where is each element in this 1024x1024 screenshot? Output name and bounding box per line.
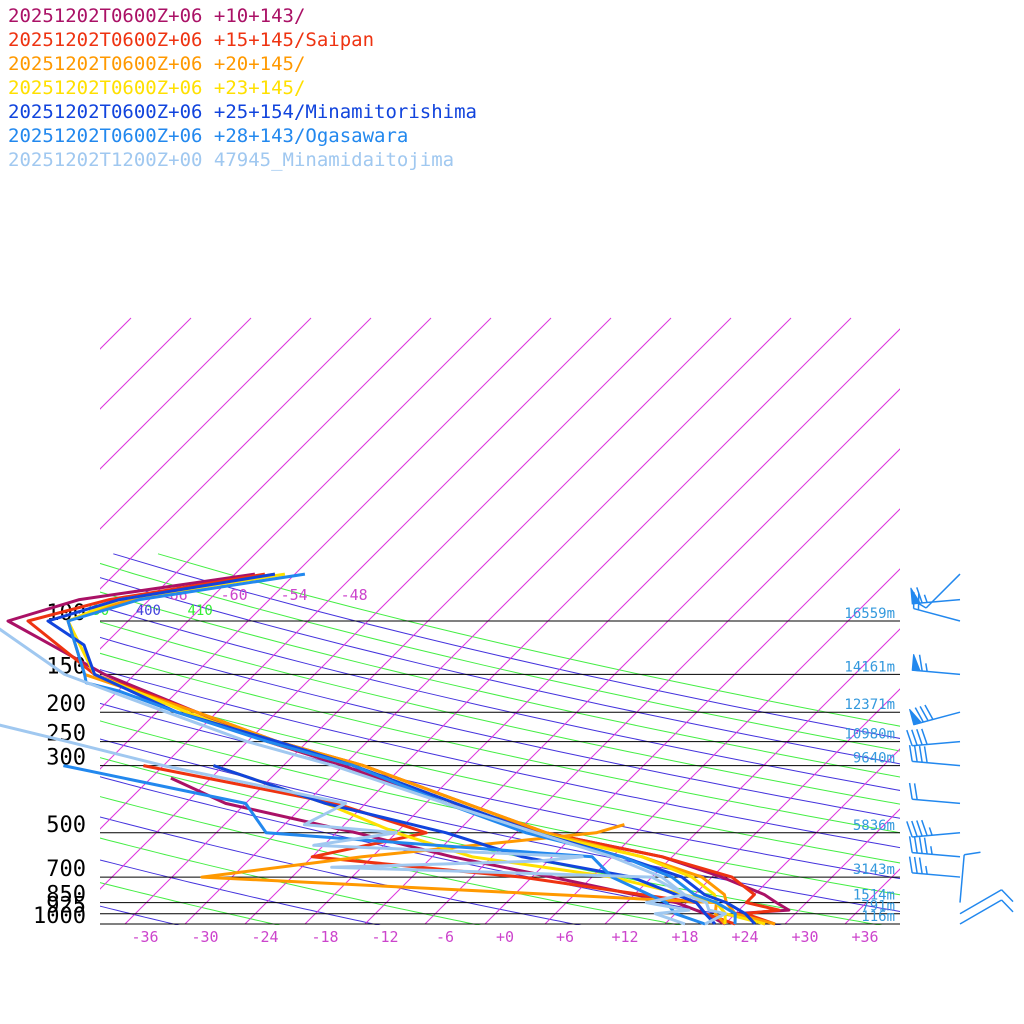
pressure-level-grid: [100, 620, 900, 925]
wind-barb: [909, 704, 961, 726]
height-label: 16559m: [844, 606, 895, 622]
dry-adiabat-line: [100, 606, 900, 791]
temperature-tick-label: -36: [131, 928, 158, 946]
isotherm-line: [784, 808, 900, 925]
isotherm-line: [100, 317, 312, 530]
dry-adiabat-line: [100, 636, 900, 819]
wind-barb: [911, 654, 961, 676]
isotherm-line: [100, 317, 372, 590]
height-label: 14161m: [844, 659, 895, 675]
height-label: 9640m: [853, 751, 895, 767]
pressure-label: 500: [46, 813, 86, 838]
pressure-label: 925: [46, 894, 86, 919]
series-0-dewpoint-line: [170, 776, 726, 926]
pressure-label: 700: [46, 857, 86, 882]
dry-adiabat-line: [100, 738, 900, 912]
temperature-tick-label: +30: [791, 928, 818, 946]
dry-adiabat-line: [100, 685, 900, 864]
legend-entry: 20251202T0600Z+06 +25+154/Minamitorishim…: [8, 101, 477, 123]
series-2-dewpoint-line: [200, 823, 727, 926]
isotherm-line: [905, 318, 1024, 924]
temperature-tick-label: -6: [436, 928, 454, 946]
legend-entry: 20251202T0600Z+06 +23+145/: [8, 77, 305, 99]
wind-barb: [959, 899, 1014, 925]
series-6-temperature-line: [0, 627, 727, 926]
series-4-dewpoint-line: [212, 764, 717, 926]
temperature-tick-label: +36: [851, 928, 878, 946]
legend-entry: 20251202T1200Z+00 47945_Minamidaitojima: [8, 149, 454, 171]
height-label: 12371m: [844, 697, 895, 713]
height-label: 1514m: [853, 888, 895, 904]
height-label: 10980m: [844, 727, 895, 743]
isotherm-label: -54: [281, 586, 308, 604]
dry-adiabat-line: [100, 669, 900, 849]
dry-adiabat-line: [100, 562, 900, 752]
height-label: 791m: [861, 899, 895, 915]
dry-adiabat-line: [100, 816, 582, 925]
temperature-tick-label: +12: [611, 928, 638, 946]
isotherm-line: [100, 317, 252, 470]
series-6-dewpoint-line: [0, 723, 691, 926]
height-label: 5836m: [853, 818, 895, 834]
wind-barbs: [906, 573, 1014, 925]
isotherm-line: [664, 688, 900, 925]
legend-entry: 20251202T0600Z+06 +10+143/: [8, 5, 305, 27]
dry-adiabat-line: [100, 652, 900, 834]
temperature-axis-labels: -36 -30 -24 -18 -12 -6 +0 +6 +12 +18 +24 +30 +36: [131, 928, 878, 946]
isotherm-label: -48: [341, 586, 368, 604]
dry-adiabat-line: [100, 882, 281, 925]
wind-barb: [906, 728, 961, 747]
temperature-tick-label: +0: [496, 928, 514, 946]
dry-adiabat-line: [100, 796, 682, 925]
isotherm-line: [604, 628, 900, 925]
series-4-temperature-line: [46, 572, 757, 926]
temperature-tick-label: -24: [251, 928, 278, 946]
temperature-tick-label: -18: [311, 928, 338, 946]
series-0-temperature-line: [6, 572, 791, 926]
theta-label: 400: [136, 603, 161, 619]
temperature-tick-label: +24: [731, 928, 758, 946]
dry-adiabat-line: [100, 837, 481, 925]
dry-adiabat-line: [100, 577, 900, 765]
legend-entry: 20251202T0600Z+06 +28+143/Ogasawara: [8, 125, 408, 147]
height-label: 3143m: [853, 862, 895, 878]
wind-barb: [908, 836, 961, 858]
wind-barb: [959, 851, 981, 903]
wind-barb: [908, 782, 961, 805]
dry-adiabat-line: [100, 859, 381, 925]
height-label: 116m: [861, 909, 895, 925]
dry-adiabat-line: [100, 720, 900, 896]
dry-adiabat-line: [100, 905, 180, 925]
isotherm-line: [965, 318, 1024, 924]
wind-barb: [912, 592, 961, 622]
legend-entry: 20251202T0600Z+06 +15+145/Saipan: [8, 29, 374, 51]
temperature-tick-label: -30: [191, 928, 218, 946]
sounding-profiles: [0, 572, 791, 926]
temperature-tick-label: +6: [556, 928, 574, 946]
dry-adiabat-line: [113, 553, 900, 739]
dry-adiabat-line: [100, 702, 900, 880]
wind-barb: [908, 744, 961, 767]
theta-label: 410: [188, 603, 213, 619]
dry-adiabat-grid: [100, 553, 900, 925]
pressure-label: 850: [46, 883, 86, 908]
legend-entry: 20251202T0600Z+06 +20+145/: [8, 53, 305, 75]
wind-barb: [959, 889, 1014, 915]
legend: 20251202T0600Z+06 +10+143/20251202T0600Z…: [8, 5, 477, 171]
series-5-temperature-line: [66, 572, 737, 925]
wind-barb: [908, 856, 961, 878]
isotherm-label: -60: [221, 586, 248, 604]
height-labels: 16559m 14161m 12371m 10980m 9640m 5836m 3143m 1…: [844, 606, 895, 925]
wind-barb: [906, 819, 961, 838]
pressure-label: 1000: [33, 904, 86, 929]
temperature-tick-label: +18: [671, 928, 698, 946]
pressure-label: 200: [46, 692, 86, 717]
isotherm-line: [724, 748, 900, 925]
dry-adiabat-line: [100, 591, 900, 778]
temperature-tick-label: -12: [371, 928, 398, 946]
dry-adiabat-line: [100, 621, 900, 805]
